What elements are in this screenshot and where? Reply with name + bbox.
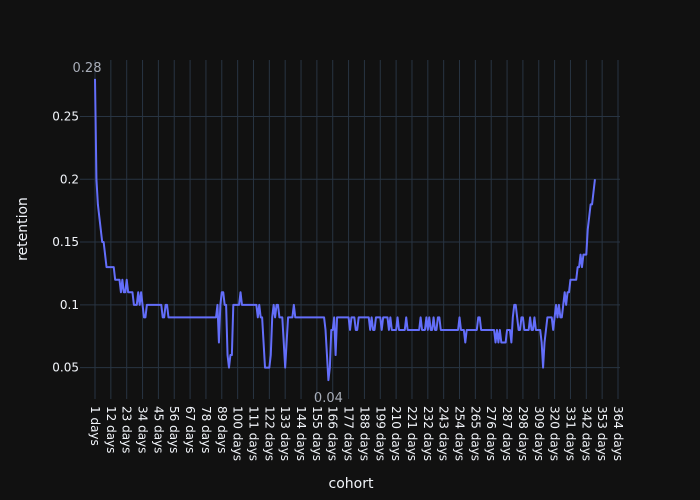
x-tick-label: 210 days xyxy=(389,406,403,461)
y-axis-ticks: 0.05 0.1 0.15 0.2 0.25 xyxy=(52,110,79,375)
x-tick-label: 177 days xyxy=(342,406,356,461)
x-tick-label: 89 days xyxy=(215,406,229,453)
x-tick-label: 56 days xyxy=(167,406,181,453)
x-tick-label: 34 days xyxy=(136,406,150,453)
x-tick-label: 188 days xyxy=(357,406,371,461)
x-tick-label: 232 days xyxy=(421,406,435,461)
x-tick-label: 287 days xyxy=(500,406,514,461)
data-label: 0.04 xyxy=(314,391,343,406)
y-tick-label: 0.2 xyxy=(60,172,79,186)
x-tick-label: 265 days xyxy=(468,406,482,461)
x-tick-label: 78 days xyxy=(199,406,213,453)
data-label: 0.28 xyxy=(73,61,102,76)
y-tick-label: 0.15 xyxy=(52,235,79,249)
x-tick-label: 254 days xyxy=(453,406,467,461)
series-layer xyxy=(94,78,596,382)
x-tick-label: 12 days xyxy=(104,406,118,453)
x-tick-label: 1 days xyxy=(88,406,102,446)
annotations: 0.28 0.04 xyxy=(73,61,343,406)
x-tick-label: 144 days xyxy=(294,406,308,461)
x-tick-label: 111 days xyxy=(246,406,260,461)
x-tick-label: 364 days xyxy=(611,406,625,461)
x-tick-label: 276 days xyxy=(484,406,498,461)
x-tick-label: 221 days xyxy=(405,406,419,461)
y-tick-label: 0.25 xyxy=(52,110,79,124)
y-tick-label: 0.1 xyxy=(60,298,79,312)
x-tick-label: 298 days xyxy=(516,406,530,461)
x-tick-label: 122 days xyxy=(262,406,276,461)
y-tick-label: 0.05 xyxy=(52,361,79,375)
grid-lines xyxy=(80,60,620,399)
x-tick-label: 133 days xyxy=(278,406,292,461)
x-tick-label: 331 days xyxy=(563,406,577,461)
x-axis-title: cohort xyxy=(329,476,374,492)
x-tick-label: 342 days xyxy=(579,406,593,461)
x-tick-label: 100 days xyxy=(231,406,245,461)
x-tick-label: 166 days xyxy=(326,406,340,461)
retention-line xyxy=(94,78,596,382)
x-tick-label: 23 days xyxy=(120,406,134,453)
x-tick-label: 155 days xyxy=(310,406,324,461)
x-tick-label: 309 days xyxy=(532,406,546,461)
x-tick-label: 243 days xyxy=(437,406,451,461)
x-tick-label: 199 days xyxy=(373,406,387,461)
x-tick-label: 320 days xyxy=(548,406,562,461)
x-axis-ticks: 1 days 12 days 23 days 34 days 45 days 56 day… xyxy=(88,406,625,461)
x-tick-label: 45 days xyxy=(151,406,165,453)
x-tick-label: 353 days xyxy=(595,406,609,461)
y-axis-title: retention xyxy=(15,197,31,261)
x-tick-label: 67 days xyxy=(183,406,197,453)
